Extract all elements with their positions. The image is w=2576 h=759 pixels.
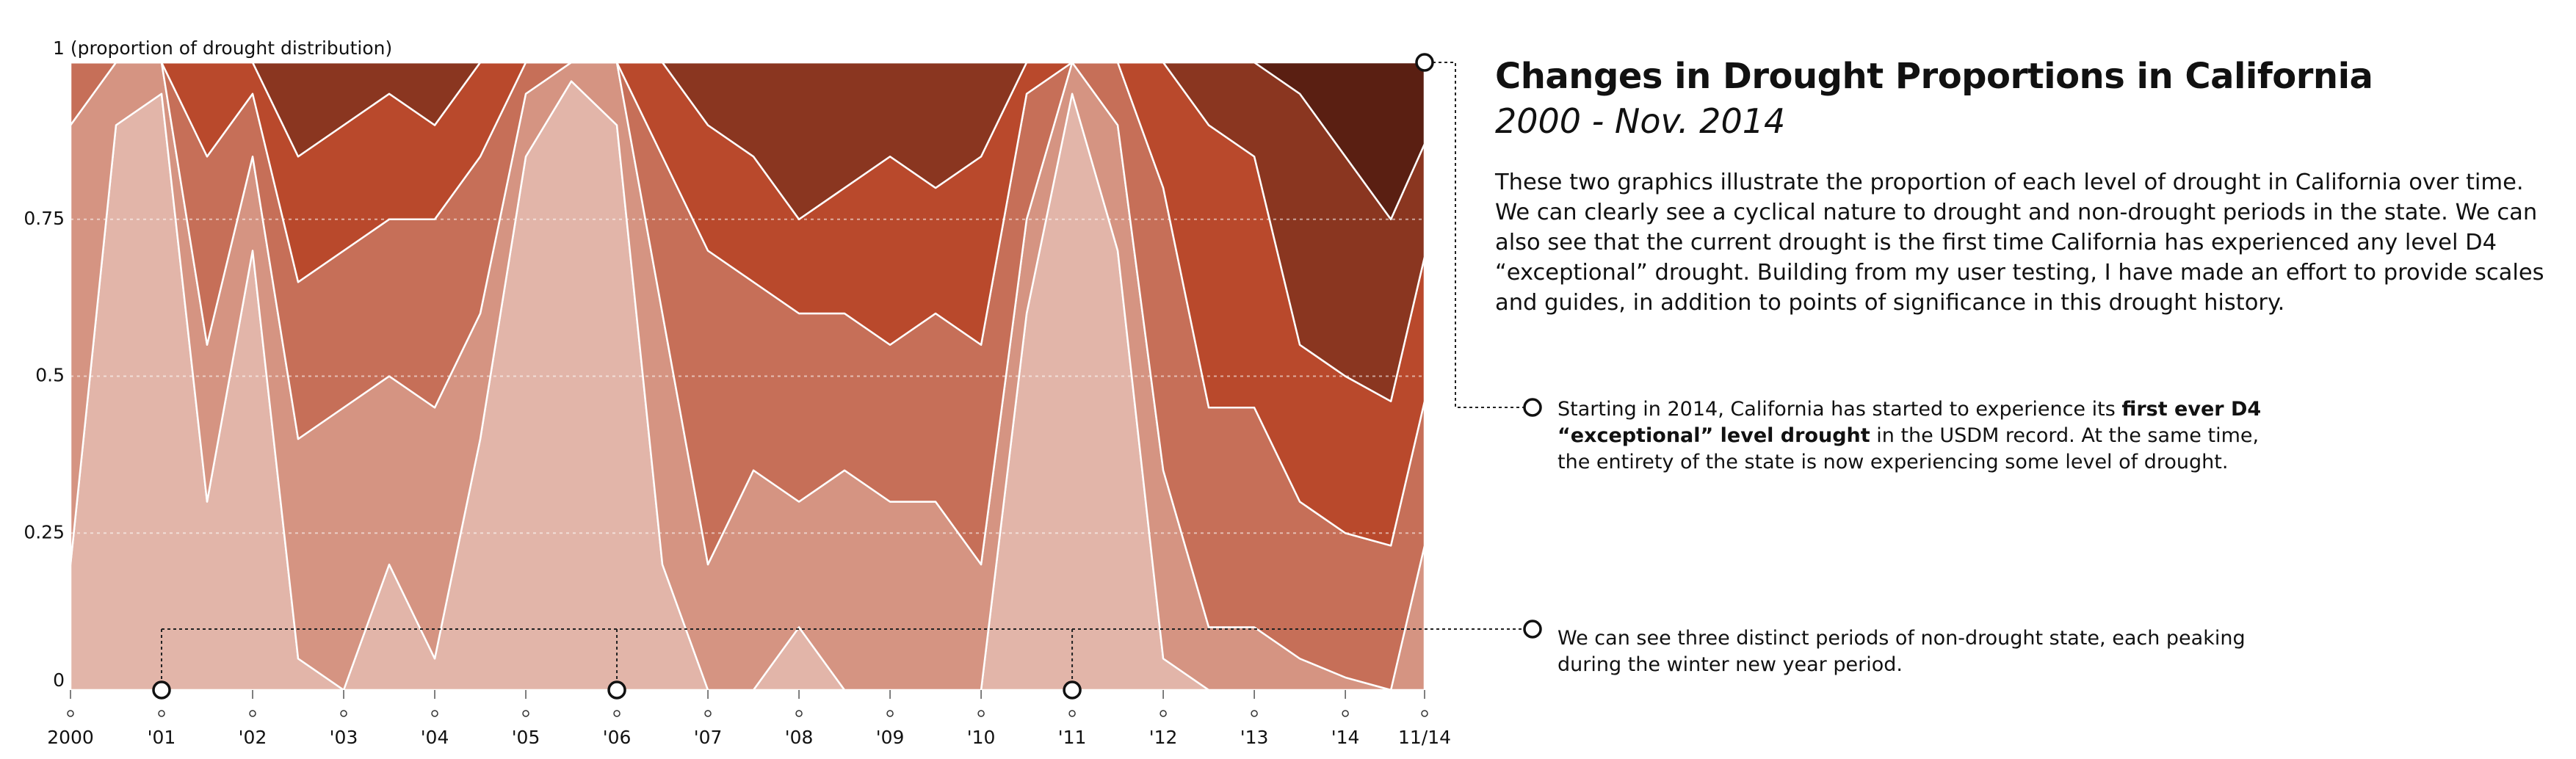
x-tick-dot <box>977 710 985 717</box>
x-tick-label: '04 <box>421 727 449 748</box>
description: These two graphics illustrate the propor… <box>1495 170 2544 316</box>
x-tick-label: '09 <box>876 727 905 748</box>
x-tick-label: 11/14 <box>1398 727 1451 748</box>
x-tick-dot <box>795 710 803 717</box>
x-tick-label: '06 <box>603 727 632 748</box>
marker <box>1415 53 1434 72</box>
marker <box>1063 680 1082 700</box>
x-tick-label: 2000 <box>47 727 94 748</box>
x-tick-label: '14 <box>1331 727 1360 748</box>
x-tick-dot <box>431 710 438 717</box>
chart-title: Changes in Drought Proportions in Califo… <box>1495 56 2373 97</box>
chart-subtitle: 2000 - Nov. 2014 <box>1495 101 1786 141</box>
marker <box>607 680 626 700</box>
x-tick-label: '12 <box>1149 727 1178 748</box>
x-tick-label: '01 <box>148 727 176 748</box>
marker <box>1523 398 1542 417</box>
x-tick-label: '13 <box>1240 727 1269 748</box>
x-tick-dot <box>1159 710 1167 717</box>
x-tick-label: '03 <box>330 727 358 748</box>
annotation-emphasis: first ever D4 “exceptional” level drough… <box>1557 398 2262 447</box>
x-tick-label: '08 <box>785 727 814 748</box>
y-tick-label: 0.75 <box>23 208 65 229</box>
annotation-text: Starting in 2014, California has started… <box>1557 398 2122 421</box>
y-tick-label: 0.5 <box>35 365 65 386</box>
x-tick-dot <box>522 710 529 717</box>
x-tick-label: '05 <box>512 727 540 748</box>
annotation: We can see three distinct periods of non… <box>1557 625 2284 678</box>
x-tick-dot <box>1342 710 1349 717</box>
annotation: Starting in 2014, California has started… <box>1557 396 2284 476</box>
y-tick-label: 0 <box>53 669 65 691</box>
x-tick-dot <box>1421 710 1428 717</box>
x-tick-dot <box>704 710 712 717</box>
y-tick-label: 1 (proportion of drought distribution) <box>53 37 392 59</box>
x-tick-dot <box>1068 710 1076 717</box>
guide-line <box>1433 62 1524 408</box>
x-tick-label: '07 <box>694 727 723 748</box>
annotation-text: in the USDM record. At the same time, th… <box>1557 424 2260 473</box>
x-tick-dot <box>249 710 256 717</box>
x-tick-label: '10 <box>967 727 996 748</box>
marker <box>1523 620 1542 639</box>
annotation-text: We can see three distinct periods of non… <box>1557 627 2246 676</box>
x-tick-dot <box>613 710 621 717</box>
x-tick-dot <box>886 710 894 717</box>
x-tick-dot <box>158 710 165 717</box>
x-tick-dot <box>1251 710 1258 717</box>
x-tick-dot <box>340 710 347 717</box>
x-tick-label: '11 <box>1058 727 1087 748</box>
y-tick-label: 0.25 <box>23 521 65 542</box>
x-tick-label: '02 <box>239 727 267 748</box>
marker <box>152 680 171 700</box>
x-tick-dot <box>67 710 74 717</box>
